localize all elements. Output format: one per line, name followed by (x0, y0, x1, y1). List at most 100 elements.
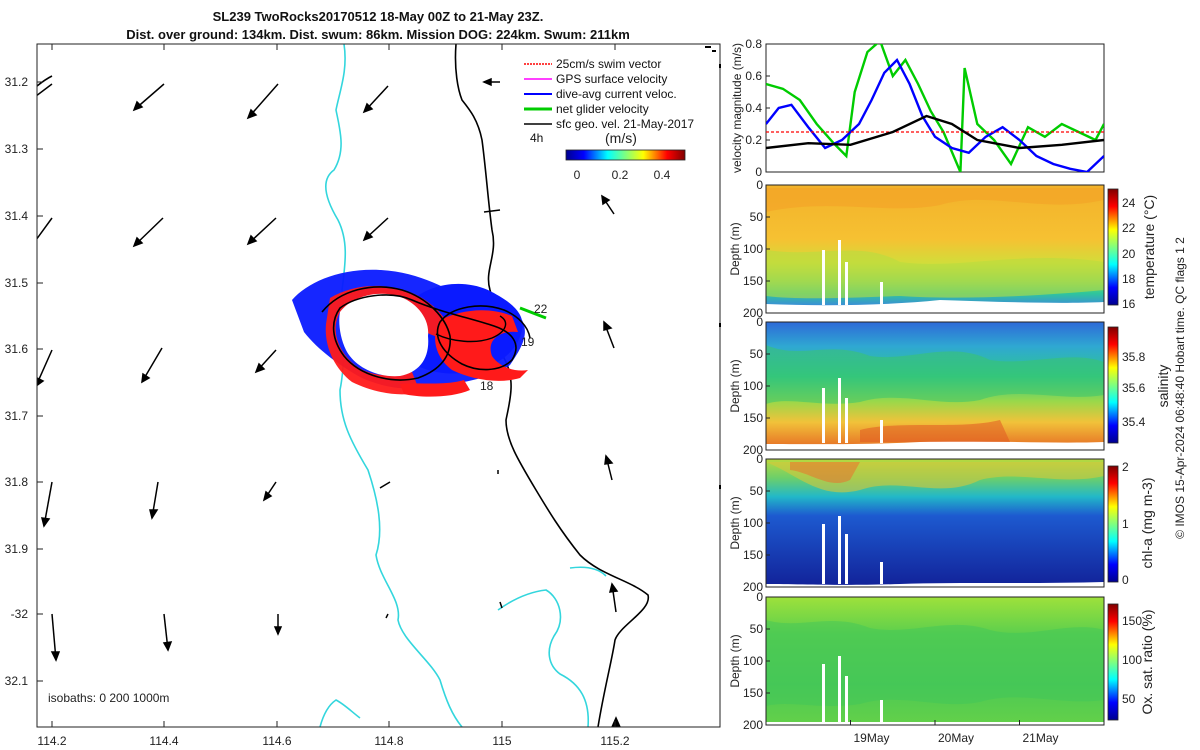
day-label-19: 19 (521, 335, 535, 349)
depth-tick-label: 200 (743, 580, 763, 594)
footer-credit: © IMOS 15-Apr-2024 06:48:40 Hobart time.… (1173, 237, 1187, 539)
velocity-y-tick-label: 0.2 (745, 133, 762, 147)
map-y-tick-label: 32.1 (5, 674, 29, 688)
date-tick-label: 21May (1022, 731, 1058, 745)
sal-cbar-35.8: 35.8 (1122, 350, 1146, 364)
map-x-tick-label: 114.6 (262, 734, 291, 748)
velocity-y-tick-label: 0.6 (745, 69, 762, 83)
depth-tick-label: 100 (743, 516, 763, 530)
depth-tick-label: 50 (750, 347, 764, 361)
title-line-2: Dist. over ground: 134km. Dist. swum: 86… (126, 27, 630, 42)
map-edge-marks (705, 46, 721, 489)
map-x-tick-label: 114.4 (149, 734, 178, 748)
ox-cbar-50: 50 (1122, 692, 1136, 706)
depth-tick-label: 0 (756, 590, 763, 604)
depth-tick-label: 50 (750, 210, 764, 224)
temp-cbar-24: 24 (1122, 196, 1136, 210)
legend-gps-velocity: GPS surface velocity (556, 72, 667, 86)
sal-cbar-35.6: 35.6 (1122, 381, 1146, 395)
isobaths-note: isobaths: 0 200 1000m (48, 691, 169, 705)
depth-tick-label: 0 (756, 452, 763, 466)
map-y-tick-label: 31.7 (5, 409, 29, 423)
salinity-depth-label: Depth (m) (728, 359, 742, 412)
isobath-200m-bay2 (569, 566, 607, 577)
map-y-axis: 31.2 31.3 31.4 31.5 31.6 31.7 31.8 31.9 -32 32.1 (5, 75, 43, 688)
depth-tick-label: 50 (750, 484, 764, 498)
white-interior (339, 293, 429, 377)
swim-vector-south (400, 380, 470, 397)
colorbar-unit: (m/s) (605, 130, 637, 146)
chl-cbar-0: 0 (1122, 573, 1129, 587)
isobath-coastline (454, 44, 649, 727)
sfc-geo-vel-arrows (37, 77, 621, 727)
speed-colorbar (565, 149, 686, 161)
depth-tick-label: 100 (743, 379, 763, 393)
date-tick-label: 19May (853, 731, 889, 745)
velocity-y-tick-label: 0.8 (745, 37, 762, 51)
interval-label: 4h (530, 131, 543, 145)
map-y-tick-label: 31.4 (5, 209, 29, 223)
velocity-panel: 0 0.2 0.4 0.6 0.8 velocity magnitude (m/s) (730, 37, 1105, 179)
colorbar-tick-0: 0 (574, 168, 581, 182)
ox-cbar-100: 100 (1122, 653, 1142, 667)
depth-tick-label: 150 (743, 274, 763, 288)
depth-tick-label: 150 (743, 411, 763, 425)
legend-sfc-geo: sfc geo. vel. 21-May-2017 (556, 117, 694, 131)
depth-tick-label: 150 (743, 686, 763, 700)
map-y-tick-label: 31.9 (5, 542, 29, 556)
temperature-depth-label: Depth (m) (728, 222, 742, 275)
temp-cbar-18: 18 (1122, 272, 1136, 286)
map-x-axis: 114.2 114.4 114.6 114.8 115 115.2 (37, 44, 630, 748)
depth-tick-label: 0 (756, 315, 763, 329)
day-label-22: 22 (534, 302, 548, 316)
legend-net-glider: net glider velocity (556, 102, 649, 116)
chla-cbar-label: chl-a (mg m-3) (1139, 477, 1155, 568)
chla-panel: 2 1 0 chl-a (mg m-3) (765, 458, 1155, 588)
temp-cbar-20: 20 (1122, 247, 1136, 261)
isobath-200m-lower (319, 699, 361, 727)
temperature-panel: 24 22 20 18 16 temperature (°C) (765, 184, 1157, 314)
velocity-y-tick-label: 0 (755, 165, 762, 179)
ox-cbar-150: 150 (1122, 614, 1142, 628)
depth-tick-label: 200 (743, 443, 763, 457)
map-x-tick-label: 114.2 (37, 734, 66, 748)
chl-cbar-1: 1 (1122, 517, 1129, 531)
sal-cbar-35.4: 35.4 (1122, 415, 1146, 429)
depth-tick-label: 200 (743, 306, 763, 320)
map-legend: 25cm/s swim vector GPS surface velocity … (524, 57, 694, 182)
depth-tick-label: 100 (743, 242, 763, 256)
salinity-cbar-label: salinity (1155, 365, 1171, 408)
chla-depth-label: Depth (m) (728, 496, 742, 549)
day-label-18: 18 (480, 379, 494, 393)
velocity-y-tick-label: 0.4 (745, 101, 762, 115)
temperature-cbar-label: temperature (°C) (1141, 195, 1157, 299)
isobath-1000m (37, 75, 53, 87)
map-panel: 22 19 18 (5, 43, 721, 748)
salinity-panel: 35.8 35.6 35.4 salinity (765, 321, 1171, 451)
depth-tick-label: 100 (743, 654, 763, 668)
temp-cbar-22: 22 (1122, 221, 1136, 235)
oxygen-depth-label: Depth (m) (728, 634, 742, 687)
glider-track-loop (435, 315, 507, 343)
net-glider-velocity-tail (519, 306, 547, 320)
legend-dive-avg: dive-avg current veloc. (556, 87, 677, 101)
map-y-tick-label: 31.3 (5, 142, 29, 156)
map-frame (36, 43, 721, 728)
map-y-tick-label: -32 (11, 607, 29, 621)
map-y-tick-label: 31.2 (5, 75, 29, 89)
colorbar-tick-0.2: 0.2 (612, 168, 629, 182)
temp-cbar-16: 16 (1122, 297, 1136, 311)
depth-tick-label: 200 (743, 718, 763, 732)
series-sfc-geo-vel- (766, 114, 1104, 150)
isobath-200m (325, 44, 463, 727)
map-x-tick-label: 115 (492, 734, 511, 748)
map-x-tick-label: 114.8 (374, 734, 403, 748)
depth-tick-label: 150 (743, 548, 763, 562)
velocity-ylabel: velocity magnitude (m/s) (730, 43, 744, 173)
depth-tick-label: 50 (750, 622, 764, 636)
date-tick-label: 20May (938, 731, 974, 745)
oxygen-panel: 150 100 50 Ox. sat. ratio (%) (765, 596, 1155, 726)
glider-track (321, 286, 531, 381)
map-y-tick-label: 31.5 (5, 276, 29, 290)
